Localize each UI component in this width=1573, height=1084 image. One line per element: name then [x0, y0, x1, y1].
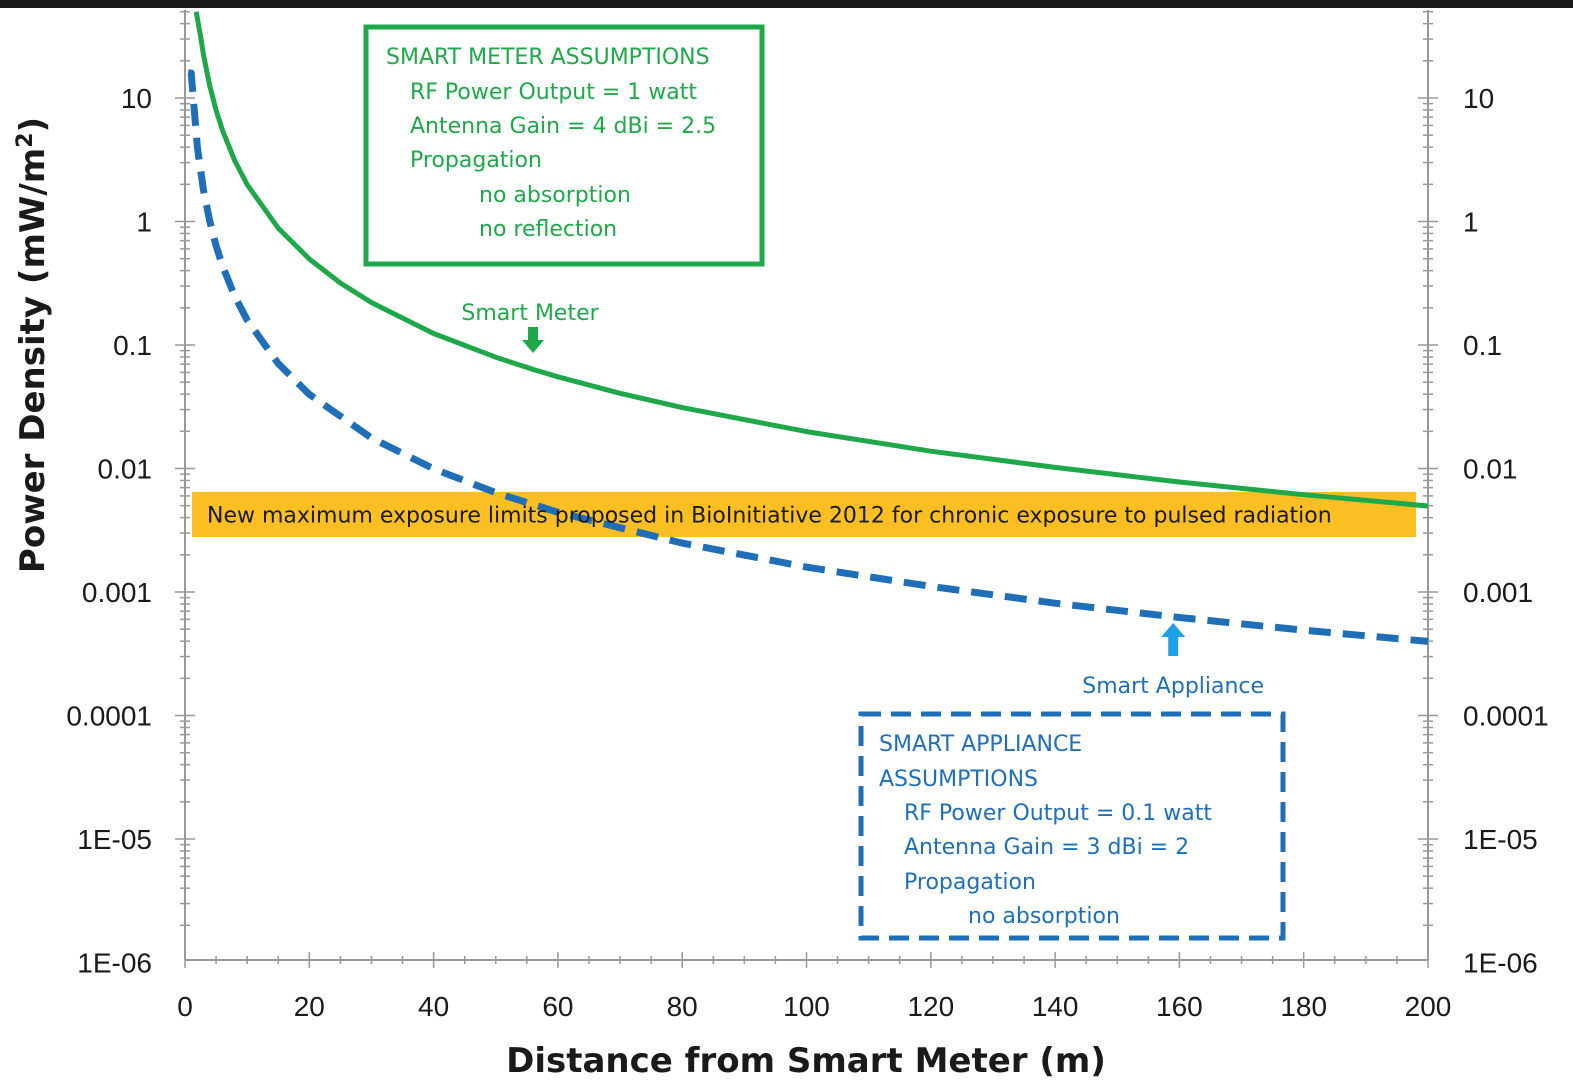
- y-tick-label-left: 1E-05: [77, 824, 152, 855]
- y-tick-label-right: 10: [1463, 83, 1494, 114]
- smart-appliance-box-line-4: Antenna Gain = 3 dBi = 2: [904, 835, 1189, 860]
- smart-meter-arrow-icon: [522, 327, 545, 353]
- y-tick-label-right: 1E-05: [1463, 824, 1538, 855]
- smart-appliance-arrow-icon: [1161, 623, 1186, 656]
- smart-meter-box-line-2: RF Power Output = 1 watt: [410, 80, 697, 105]
- smart-meter-box-border: [363, 24, 765, 267]
- y-tick-label-left: 0.01: [98, 454, 153, 485]
- y-axis-title-superscript: 2: [13, 132, 38, 147]
- smart-meter-box-line-5: no absorption: [479, 183, 631, 208]
- x-tick-label: 20: [294, 991, 325, 1022]
- smart-meter-box-line-3: Antenna Gain = 4 dBi = 2.5: [410, 114, 716, 139]
- y-tick-label-left: 1: [136, 207, 152, 238]
- exposure-limit-band: [192, 491, 1416, 538]
- smart-meter-series-label: Smart Meter: [461, 301, 599, 326]
- smart-appliance-series-label: Smart Appliance: [1082, 674, 1264, 699]
- x-tick-label: 0: [177, 991, 193, 1022]
- y-tick-label-left: 10: [121, 83, 152, 114]
- y-tick-label-right: 0.0001: [1463, 701, 1549, 732]
- x-axis-title: Distance from Smart Meter (m): [506, 1041, 1106, 1081]
- x-tick-label: 40: [418, 991, 449, 1022]
- series-group: [187, 11, 1429, 645]
- y-tick-label-right: 1E-06: [1463, 948, 1538, 979]
- smart-appliance-series-line: [187, 69, 1429, 645]
- smart-appliance-box-line-1: SMART APPLIANCE: [879, 732, 1082, 757]
- x-tick-label: 200: [1405, 991, 1452, 1022]
- y-tick-label-right: 0.1: [1463, 330, 1502, 361]
- y-tick-label-right: 1: [1463, 207, 1479, 238]
- smart-appliance-assumptions-box: SMART APPLIANCE ASSUMPTIONS RF Power Out…: [858, 711, 1286, 941]
- x-tick-label: 100: [783, 991, 830, 1022]
- axes-group: [175, 10, 1438, 968]
- y-tick-label-left: 1E-06: [77, 948, 152, 979]
- y-tick-label-left: 0.0001: [66, 701, 152, 732]
- smart-appliance-box-line-3: RF Power Output = 0.1 watt: [904, 801, 1212, 826]
- smart-meter-assumptions-box: SMART METER ASSUMPTIONS RF Power Output …: [363, 24, 765, 267]
- x-tick-label: 160: [1156, 991, 1203, 1022]
- x-tick-label: 180: [1280, 991, 1327, 1022]
- exposure-band-label: New maximum exposure limits proposed in …: [207, 503, 1332, 528]
- smart-meter-box-line-1: SMART METER ASSUMPTIONS: [386, 45, 710, 70]
- smart-meter-box-line-4: Propagation: [410, 148, 542, 173]
- smart-appliance-box-line-6: no absorption: [968, 904, 1120, 929]
- smart-appliance-box-line-5: Propagation: [904, 870, 1036, 895]
- smart-appliance-box-border: [858, 711, 1286, 941]
- smart-appliance-box-line-2: ASSUMPTIONS: [879, 767, 1038, 792]
- y-tick-label-right: 0.01: [1463, 454, 1518, 485]
- y-axis-title-main: Power Density (mW/m: [13, 148, 53, 573]
- y-tick-label-right: 0.001: [1463, 577, 1533, 608]
- smart-meter-series-line: [193, 11, 1429, 509]
- y-tick-label-left: 0.001: [82, 577, 152, 608]
- x-tick-label: 120: [907, 991, 954, 1022]
- exposure-limit-band-group: [192, 491, 1416, 538]
- x-tick-label: 60: [542, 991, 573, 1022]
- y-axis-title-close: ): [13, 117, 53, 133]
- x-tick-label: 140: [1032, 991, 1079, 1022]
- x-tick-label: 80: [667, 991, 698, 1022]
- tick-labels-group: 0 20 40 60 80 100 120 140 160 180 200 1E-06 1E-06 1E-…: [66, 83, 1548, 1022]
- y-axis-title: Power Density (mW/m2): [13, 117, 54, 573]
- top-border-bar: [0, 0, 1573, 8]
- smart-meter-box-line-6: no reflection: [479, 217, 617, 242]
- y-tick-label-left: 0.1: [113, 330, 152, 361]
